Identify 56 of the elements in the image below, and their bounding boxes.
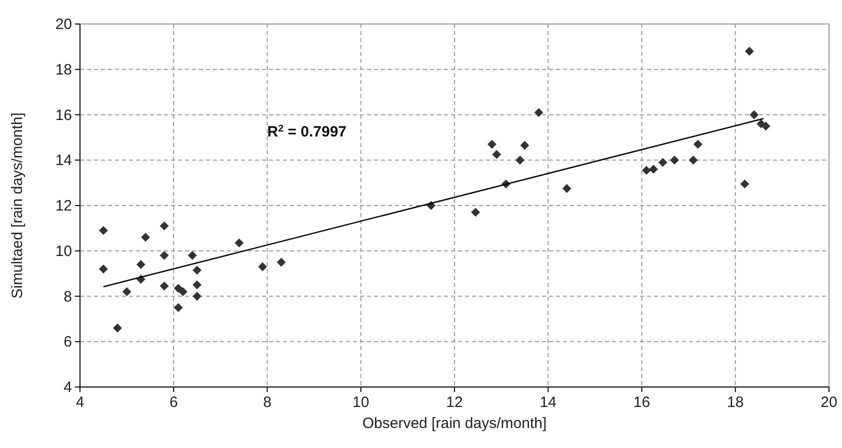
point	[534, 108, 544, 117]
point	[141, 232, 150, 242]
y-tick-label: 16	[55, 106, 72, 124]
x-tick-label: 14	[540, 394, 556, 411]
y-tick-label: 12	[55, 198, 72, 214]
point	[98, 226, 108, 235]
point	[492, 150, 502, 159]
y-tick-label: 10	[55, 242, 72, 260]
point	[740, 179, 750, 188]
point	[562, 184, 572, 193]
point	[471, 208, 480, 217]
y-tick-label: 8	[64, 288, 72, 306]
y-axis-title: Simultaed [rain days/month]	[9, 112, 26, 298]
point	[744, 46, 754, 56]
x-axis-title: Observed [rain days/month]	[362, 415, 547, 432]
x-tick-label: 18	[727, 394, 744, 411]
point	[192, 266, 202, 275]
annotation: R$^{2}$ = 0.7997	[267, 123, 347, 141]
x-tick-label: 16	[633, 394, 650, 411]
point	[234, 238, 244, 248]
point	[192, 292, 202, 301]
x-tick-label: 4	[76, 394, 84, 411]
y-tick-label: 20	[55, 16, 72, 33]
point	[688, 156, 698, 165]
y-tick-label: 18	[55, 61, 72, 78]
point	[516, 156, 525, 165]
y-tick-label: 4	[64, 379, 72, 396]
point	[642, 166, 651, 175]
point	[520, 140, 530, 150]
point	[160, 221, 169, 230]
point	[487, 140, 496, 149]
x-tick-label: 20	[820, 394, 838, 411]
point	[136, 260, 146, 269]
point	[258, 262, 268, 272]
point	[122, 287, 132, 296]
y-tick-label: 6	[64, 334, 72, 351]
point	[693, 140, 702, 149]
point	[174, 303, 183, 312]
x-tick-label: 6	[169, 394, 178, 411]
x-tick-label: 10	[352, 394, 370, 411]
point	[750, 110, 759, 120]
x-tick-label: 12	[446, 394, 463, 411]
point	[761, 122, 770, 131]
point	[112, 324, 122, 332]
y-tick-label: 14	[55, 152, 72, 170]
point	[192, 280, 202, 290]
point	[648, 164, 658, 174]
point	[276, 258, 286, 267]
point	[160, 282, 169, 291]
point	[160, 250, 169, 260]
point	[98, 264, 108, 274]
point	[658, 158, 668, 167]
point	[178, 287, 188, 296]
point	[670, 156, 679, 165]
x-tick-label: 8	[263, 394, 272, 411]
point	[188, 250, 197, 260]
